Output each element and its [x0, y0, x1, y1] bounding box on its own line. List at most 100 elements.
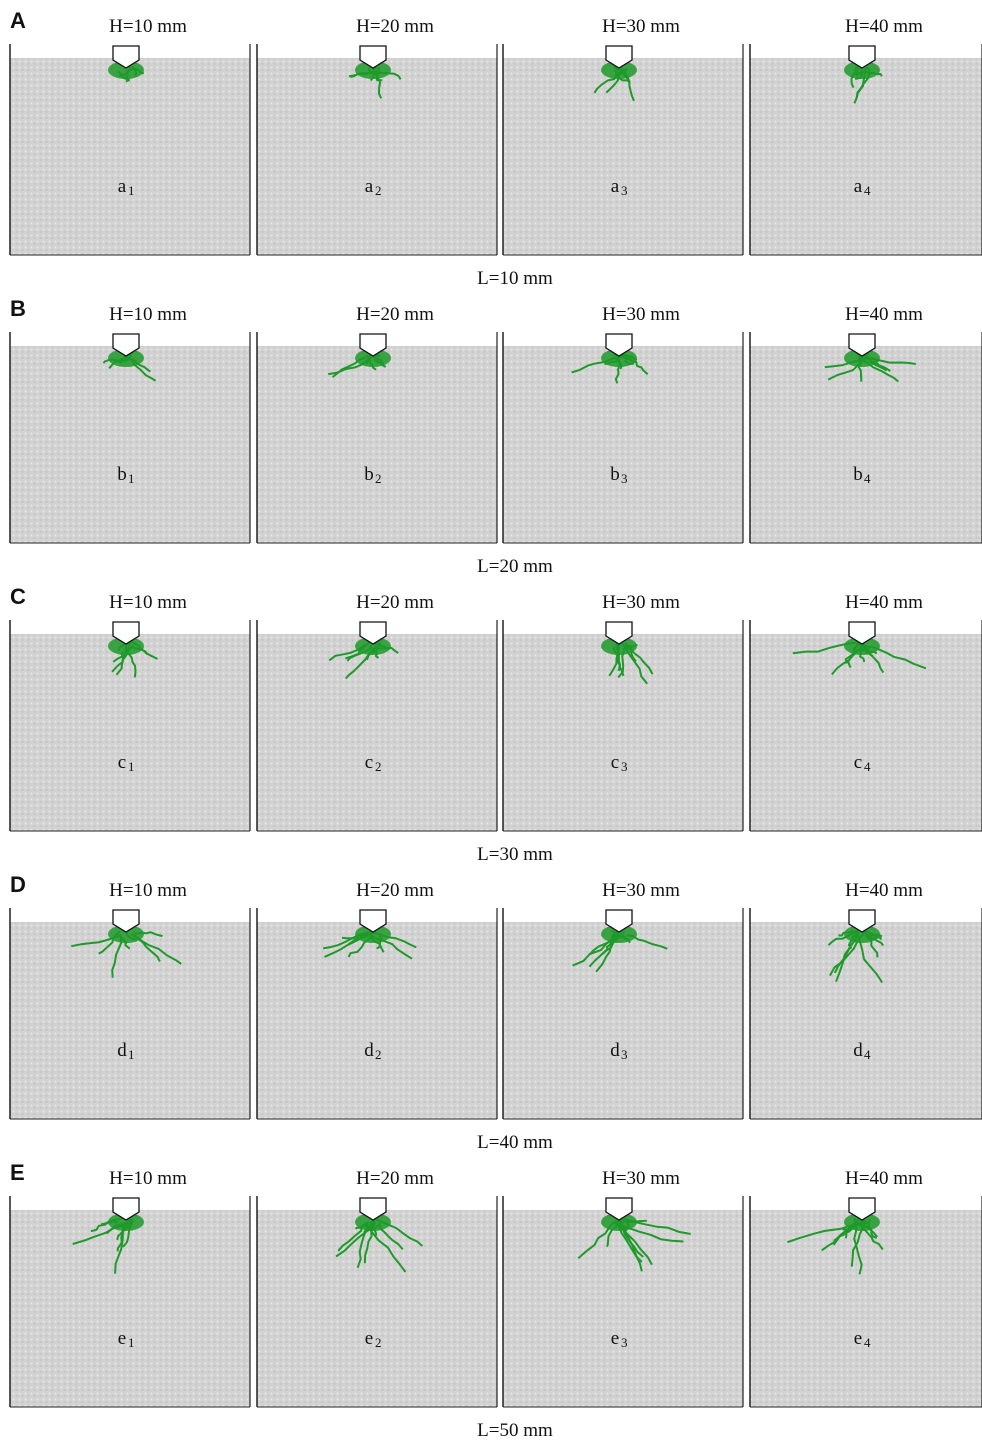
damage-zone	[601, 61, 637, 79]
panel-label-sub: 4	[864, 759, 871, 774]
panel-header: H=10 mm	[109, 304, 187, 325]
panel-label-sub: 1	[128, 759, 135, 774]
panel	[502, 1196, 744, 1408]
damage-zone	[601, 349, 637, 367]
panel-label-sub: 2	[375, 1047, 382, 1062]
row-letter: B	[10, 296, 26, 321]
panel-label-sub: 4	[864, 471, 871, 486]
specimen	[750, 922, 982, 1119]
panel-label: b	[117, 464, 127, 485]
panel	[256, 332, 498, 544]
specimen	[750, 1210, 982, 1407]
panel-label: e	[611, 1328, 619, 1349]
row-footer: L=10 mm	[477, 268, 553, 289]
panel-header: H=30 mm	[602, 16, 680, 37]
panel	[9, 44, 251, 256]
panel-label-sub: 1	[128, 1335, 135, 1350]
panel-label-sub: 2	[375, 471, 382, 486]
specimen	[750, 58, 982, 255]
specimen	[503, 346, 743, 543]
nozzle	[359, 621, 387, 645]
crack	[133, 934, 182, 965]
panel-label: a	[365, 176, 374, 197]
panel-header: H=40 mm	[845, 16, 923, 37]
panel	[749, 1196, 982, 1408]
panel	[9, 620, 251, 832]
panel	[502, 908, 744, 1120]
specimen	[10, 634, 250, 831]
row-footer: L=30 mm	[477, 844, 553, 865]
panel	[256, 908, 498, 1120]
panel-label-sub: 2	[375, 183, 382, 198]
panel-header: H=30 mm	[602, 880, 680, 901]
nozzle	[359, 333, 387, 357]
crack	[365, 1222, 407, 1273]
damage-zone	[108, 61, 144, 79]
row-footer: L=20 mm	[477, 556, 553, 577]
row-letter: D	[10, 872, 26, 897]
panel-header: H=40 mm	[845, 880, 923, 901]
panel-label: a	[854, 176, 863, 197]
damage-zone	[108, 637, 144, 655]
panel-header: H=30 mm	[602, 1168, 680, 1189]
damage-zone	[108, 349, 144, 367]
nozzle	[605, 45, 633, 69]
specimen	[750, 634, 982, 831]
damage-zone	[844, 349, 880, 367]
specimen	[10, 346, 250, 543]
row-letter: A	[10, 8, 26, 33]
specimen	[10, 1210, 250, 1407]
damage-zone	[601, 925, 637, 943]
panel-label-sub: 4	[864, 1047, 871, 1062]
panel	[749, 908, 982, 1120]
panel-label: e	[118, 1328, 126, 1349]
panel-label: d	[364, 1040, 374, 1061]
panel-label: d	[610, 1040, 620, 1061]
panel	[256, 1196, 498, 1408]
panel	[256, 44, 498, 256]
panel	[9, 908, 251, 1120]
panel-label: a	[118, 176, 127, 197]
damage-zone	[601, 1213, 637, 1231]
damage-zone	[601, 637, 637, 655]
nozzle	[848, 333, 876, 357]
nozzle	[605, 333, 633, 357]
panel-header: H=20 mm	[356, 304, 434, 325]
damage-zone	[355, 349, 391, 367]
panel-label-sub: 3	[621, 1335, 628, 1350]
nozzle	[848, 45, 876, 69]
panel-label-sub: 1	[128, 1047, 135, 1062]
panel-label: e	[365, 1328, 373, 1349]
specimen	[257, 634, 497, 831]
panel	[502, 620, 744, 832]
panel	[502, 332, 744, 544]
panel-label: d	[853, 1040, 863, 1061]
damage-zone	[844, 1213, 880, 1231]
damage-zone	[355, 925, 391, 943]
panel	[749, 44, 982, 256]
panel-header: H=40 mm	[845, 592, 923, 613]
panel-label-sub: 3	[621, 183, 628, 198]
panel-label: b	[853, 464, 863, 485]
row-letter: C	[10, 584, 26, 609]
damage-zone	[844, 925, 880, 943]
panel-header: H=40 mm	[845, 304, 923, 325]
nozzle	[112, 1197, 140, 1221]
panel-header: H=30 mm	[602, 592, 680, 613]
panel-label: c	[611, 752, 619, 773]
panel-label-sub: 4	[864, 1335, 871, 1350]
panel-header: H=10 mm	[109, 592, 187, 613]
specimen	[503, 922, 743, 1119]
specimen	[257, 922, 497, 1119]
nozzle	[112, 333, 140, 357]
panel-label-sub: 3	[621, 471, 628, 486]
nozzle	[359, 45, 387, 69]
specimen	[257, 1210, 497, 1407]
panel	[256, 620, 498, 832]
panel-label-sub: 4	[864, 183, 871, 198]
panel-header: H=10 mm	[109, 16, 187, 37]
panel-header: H=20 mm	[356, 880, 434, 901]
panel-label-sub: 1	[128, 183, 135, 198]
panel-label-sub: 1	[128, 471, 135, 486]
nozzle	[359, 909, 387, 933]
